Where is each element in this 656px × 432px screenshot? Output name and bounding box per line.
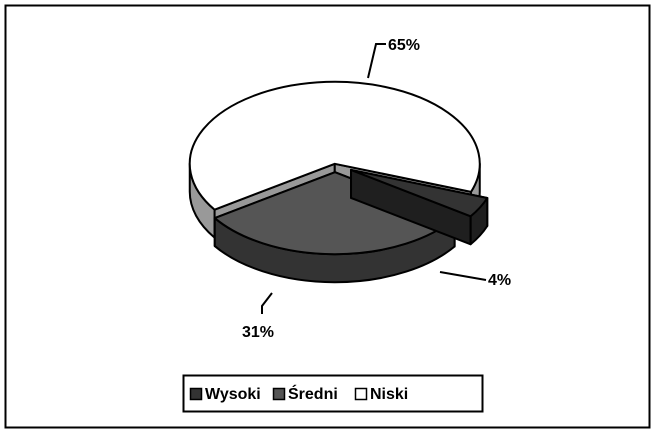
data-label: 4%	[488, 272, 511, 289]
legend-swatch	[272, 387, 286, 401]
data-label: 65%	[388, 37, 420, 54]
slice	[188, 80, 481, 211]
legend-swatch	[189, 387, 203, 401]
legend: Wysoki Średni Niski	[189, 384, 408, 403]
legend-box	[182, 374, 484, 413]
data-label: 31%	[242, 324, 274, 341]
legend-swatch	[354, 387, 368, 401]
legend-label: Wysoki	[205, 386, 261, 403]
legend-label: Średni	[288, 384, 338, 403]
labels: 4% 31% 65%	[242, 37, 511, 341]
pie	[188, 80, 489, 284]
legend-label: Niski	[370, 386, 408, 403]
leader-line	[367, 43, 386, 79]
leader-line	[439, 271, 487, 281]
slice	[213, 171, 456, 256]
slice	[350, 168, 489, 218]
leader-line	[261, 292, 273, 314]
